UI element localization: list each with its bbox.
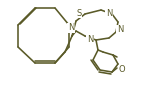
Text: O: O bbox=[119, 66, 125, 75]
Text: N: N bbox=[117, 25, 123, 34]
Text: N: N bbox=[106, 8, 112, 17]
Text: N: N bbox=[87, 35, 93, 44]
Text: N: N bbox=[68, 23, 74, 32]
Text: S: S bbox=[76, 8, 82, 17]
